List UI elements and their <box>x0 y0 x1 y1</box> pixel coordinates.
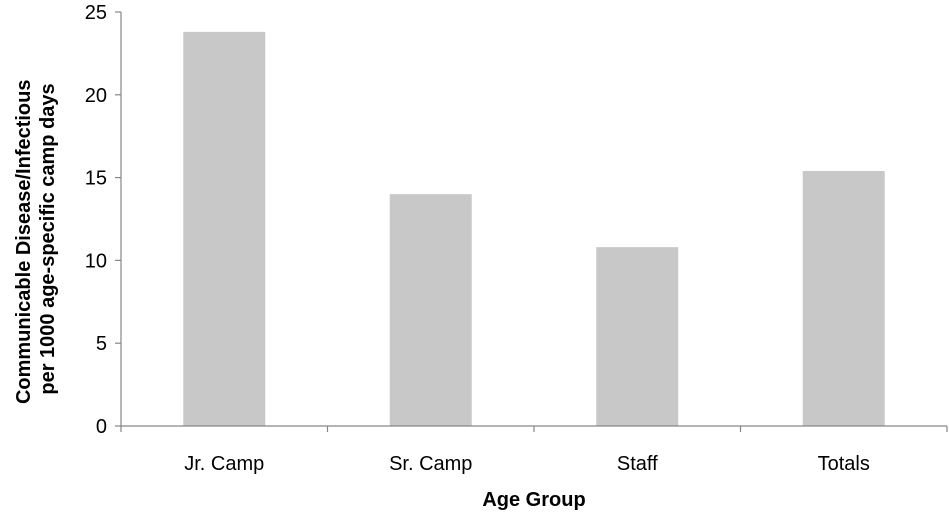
bar-sr-camp <box>389 194 472 426</box>
y-axis-ticks: 0 5 10 15 20 25 <box>85 2 121 438</box>
y-tick-label: 5 <box>96 333 107 355</box>
x-axis-title: Age Group <box>482 489 585 511</box>
bar-staff <box>596 247 679 426</box>
bar-totals <box>802 170 885 426</box>
y-axis-title-line-2: per 1000 age-specific camp days <box>37 83 59 394</box>
x-tick-label: Jr. Camp <box>184 453 264 475</box>
plot-area: 0 5 10 15 20 25 Jr. Camp Sr. Camp Staff Totals <box>85 2 948 475</box>
bars-group <box>183 31 885 426</box>
y-tick-label: 15 <box>85 168 107 190</box>
y-tick-label: 0 <box>96 416 107 438</box>
y-tick-label: 20 <box>85 85 107 107</box>
x-tick-label: Staff <box>617 453 658 475</box>
y-tick-label: 10 <box>85 250 107 272</box>
x-tick-label: Totals <box>818 453 870 475</box>
x-tick-label: Sr. Camp <box>389 453 472 475</box>
y-tick-label: 25 <box>85 2 107 24</box>
x-axis-ticks: Jr. Camp Sr. Camp Staff Totals <box>120 426 948 475</box>
y-axis-title-line-1: Communicable Disease/Infectious <box>13 80 35 405</box>
y-axis-title: Communicable Disease/Infectious per 1000… <box>13 74 59 404</box>
bar-jr-camp <box>183 31 266 426</box>
